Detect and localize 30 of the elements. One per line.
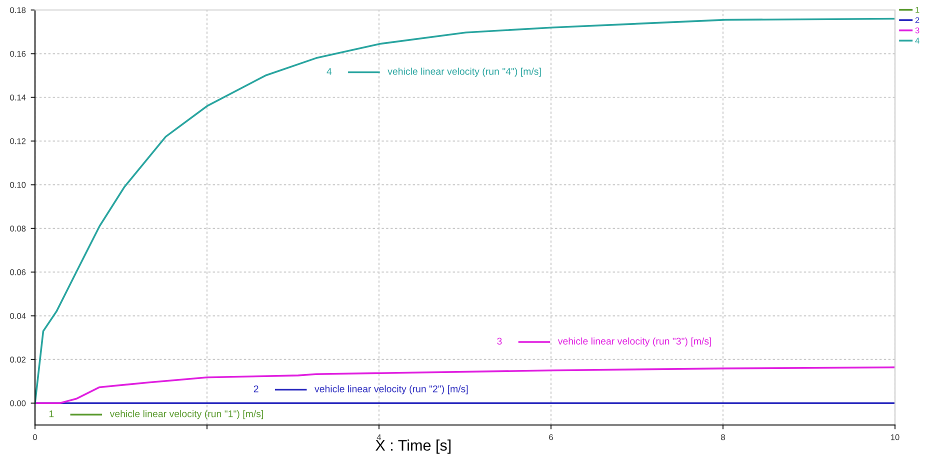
y-tick-label: 0.16 — [10, 50, 26, 57]
text: 1 — [49, 410, 54, 418]
legend-label: 2 — [915, 17, 920, 24]
y-tick-label: 0.18 — [10, 7, 26, 14]
x-tick-label: 6 — [549, 434, 553, 440]
legend-label: 4 — [915, 38, 920, 44]
text: 2 — [254, 385, 258, 392]
x-tick-label: 0 — [33, 434, 37, 440]
legend-label: 3 — [915, 27, 920, 34]
y-tick-label: 0.14 — [10, 94, 26, 100]
x-axis-title: X : Time [s] — [376, 440, 451, 454]
annotation: vehicle linear velocity (run "4") [m/s] — [388, 68, 541, 77]
legend-label: 1 — [916, 7, 920, 13]
y-tick-label: 0.12 — [10, 138, 26, 144]
text: 3 — [497, 338, 502, 345]
line-series — [35, 366, 895, 404]
text: 4 — [326, 68, 332, 75]
y-tick-label: 0.10 — [10, 182, 26, 188]
x-tick-label: 8 — [721, 434, 725, 440]
x-tick-label: 10 — [891, 434, 900, 440]
x-tick-label: 4 — [376, 434, 382, 440]
annotation: vehicle linear velocity (run "1") [m/s] — [110, 410, 263, 420]
annotation: vehicle linear velocity (run "2") [m/s] — [314, 385, 468, 394]
annotation: vehicle linear velocity (run "3") [m/s] — [558, 337, 712, 347]
y-tick-label: 0.04 — [10, 312, 26, 319]
line-series — [35, 18, 895, 404]
y-tick-label: 0.06 — [10, 269, 26, 276]
y-tick-label: 0.02 — [10, 356, 26, 363]
y-tick-label: 0.00 — [10, 400, 26, 406]
y-tick-label: 0.08 — [10, 226, 26, 232]
